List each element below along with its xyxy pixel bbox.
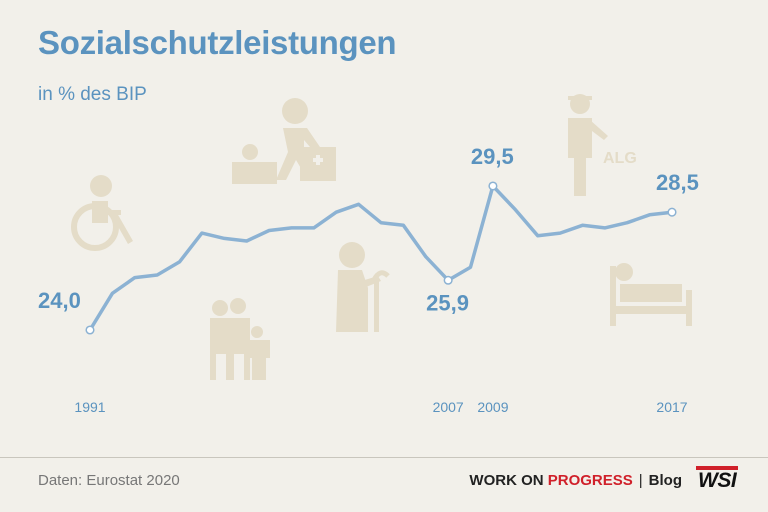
- series-line: [88, 184, 673, 331]
- family-icon: [210, 298, 270, 380]
- data-label-2009: 29,5: [471, 144, 514, 169]
- data-point-2007: [443, 275, 453, 285]
- unemployed-icon: [568, 94, 608, 196]
- elderly-icon: [336, 242, 390, 332]
- sick-bed-icon: [610, 263, 692, 326]
- wheelchair-icon: [71, 175, 133, 251]
- icon-label-alg: ALG: [603, 150, 637, 167]
- brand-work-on: WORK ON: [469, 472, 548, 489]
- data-label-2017: 28,5: [656, 170, 699, 195]
- chart-title: Sozialschutzleistungen: [38, 24, 397, 61]
- data-point-2009: [488, 181, 498, 191]
- wsi-logo: WSI: [696, 466, 739, 492]
- brand-progress: PROGRESS: [547, 472, 633, 489]
- x-tick-label-2007: 2007: [433, 399, 464, 415]
- blog-link[interactable]: Blog: [648, 472, 682, 489]
- data-label-2007: 25,9: [426, 290, 469, 315]
- data-label-1991: 24,0: [38, 288, 81, 313]
- caregiver-icon: [232, 98, 336, 184]
- x-tick-label-2009: 2009: [477, 399, 508, 415]
- footer-divider: [0, 457, 768, 458]
- x-tick-label-1991: 1991: [74, 399, 105, 415]
- x-tick-label-2017: 2017: [656, 399, 687, 415]
- brand-separator: |: [638, 472, 643, 489]
- chart-area: 24,0 25,9 29,5 28,5 1991 2007 2009 2017 ALG: [38, 94, 699, 415]
- source-note: Daten: Eurostat 2020: [38, 472, 180, 489]
- brand-line: WORK ON PROGRESS | Blog: [469, 472, 682, 489]
- data-point-2017: [667, 207, 677, 217]
- chart-subtitle: in % des BIP: [38, 84, 147, 105]
- data-point-1991: [85, 325, 95, 335]
